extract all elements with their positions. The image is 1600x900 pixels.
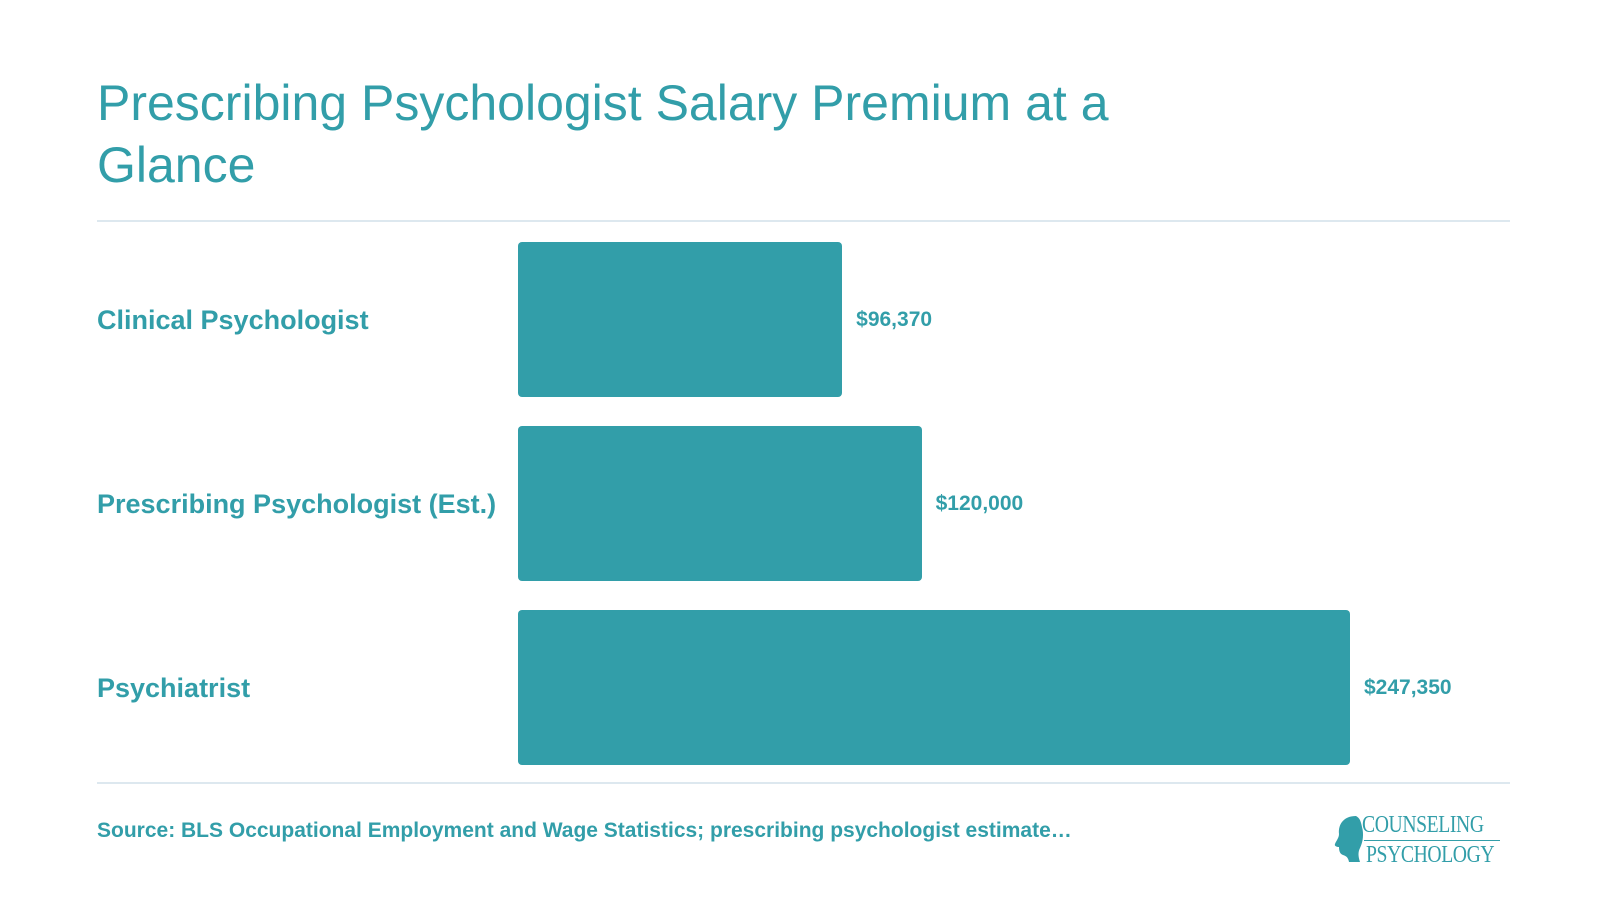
value-label: $96,370: [856, 307, 933, 331]
bar: [518, 242, 843, 397]
value-label: $120,000: [935, 491, 1024, 515]
category-label: Psychiatrist: [97, 672, 251, 703]
logo-divider: [1364, 840, 1500, 841]
value-label: $247,350: [1364, 675, 1452, 699]
top-divider: [97, 220, 1510, 222]
category-label: Clinical Psychologist: [97, 304, 369, 335]
logo-word-psychology: PSYCHOLOGY: [1366, 842, 1495, 868]
logo-word-counseling: COUNSELING: [1362, 812, 1484, 838]
chart-title: Prescribing Psychologist Salary Premium …: [97, 75, 1109, 193]
bar: [518, 426, 922, 581]
source-note: Source: BLS Occupational Employment and …: [97, 819, 1072, 842]
category-label: Prescribing Psychologist (Est.): [97, 488, 497, 519]
bar: [518, 610, 1350, 765]
bottom-divider: [97, 782, 1510, 784]
head-silhouette-icon: [1334, 816, 1364, 862]
counseling-psychology-logo: COUNSELING PSYCHOLOGY: [1334, 812, 1504, 868]
